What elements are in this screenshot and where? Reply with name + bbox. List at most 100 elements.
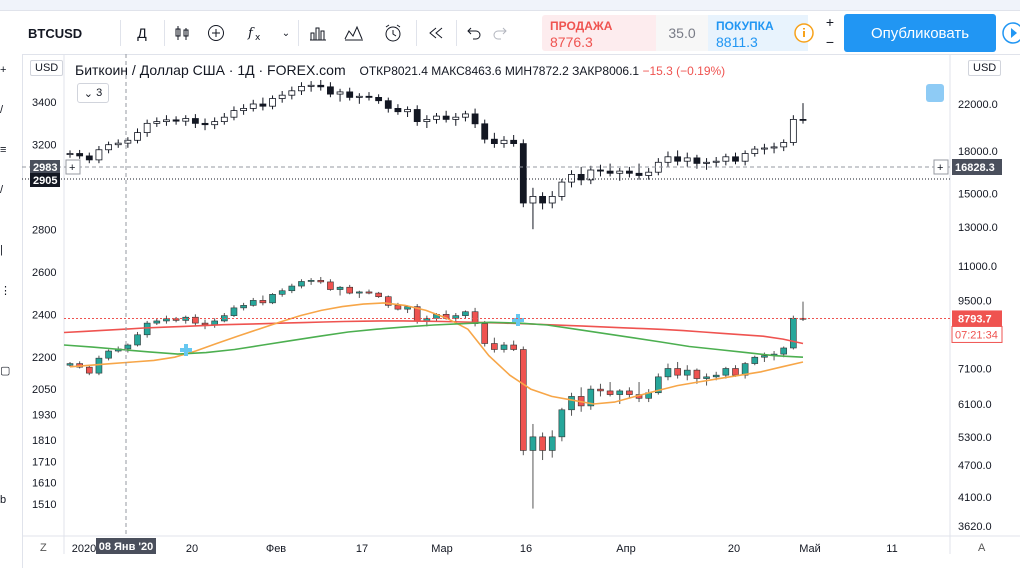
chart-properties-icon[interactable]	[342, 20, 366, 46]
candle-body	[105, 350, 112, 359]
candle-body	[626, 390, 633, 395]
secondary-body	[134, 132, 141, 141]
right-axis-tick-label: 3620.0	[958, 521, 992, 533]
secondary-body	[355, 95, 363, 98]
candle-body	[606, 390, 614, 395]
secondary-body	[490, 138, 498, 144]
browser-strip	[0, 0, 1020, 11]
right-axis-tick-label: 18000.0	[958, 146, 998, 158]
candle-body	[269, 294, 276, 304]
svg-text:f: f	[247, 26, 255, 41]
fib-tool-icon[interactable]: ≡	[0, 144, 7, 156]
secondary-body	[85, 155, 93, 161]
right-cursor-badge	[952, 159, 1002, 175]
left-axis-tick-label: 1930	[32, 410, 56, 422]
left-axis-tick-label: 3400	[32, 97, 56, 109]
chart-canvas[interactable]: 22000.0 18000.0 15000.0 13000.0 11000.0 9500.…	[0, 54, 1020, 568]
svg-text:x: x	[255, 33, 261, 41]
replay-icon[interactable]	[424, 20, 448, 46]
cross-marker	[180, 344, 192, 356]
right-currency-label[interactable]: USD	[968, 60, 1002, 76]
plus-icon[interactable]: +	[825, 14, 835, 30]
candle-body	[597, 388, 604, 392]
secondary-body	[789, 119, 797, 143]
sell-price: 8776.3	[550, 34, 593, 50]
secondary-body	[674, 156, 682, 162]
candle-body	[510, 344, 517, 350]
legend-title: Биткоин / Доллар США · 1Д · FOREX.com	[75, 62, 346, 78]
candle-body	[780, 347, 788, 355]
right-axis-tick-label: 15000.0	[958, 189, 998, 201]
secondary-body	[452, 116, 460, 120]
left-axis-tick-label: 1710	[32, 456, 56, 468]
secondary-body	[539, 195, 546, 204]
redo-icon[interactable]	[488, 20, 512, 46]
compare-add-icon[interactable]	[204, 20, 228, 46]
symbol-search-button[interactable]: BTCUSD	[28, 25, 83, 41]
candle-body	[664, 368, 672, 378]
pattern-tool-icon[interactable]: /	[0, 184, 4, 196]
secondary-body	[384, 100, 392, 109]
measure-tool-icon[interactable]: ⋮	[0, 285, 11, 297]
candle-body	[558, 409, 566, 438]
left-cursor-badge	[30, 160, 60, 174]
undo-icon[interactable]	[462, 20, 486, 46]
minus-icon[interactable]: −	[825, 34, 835, 50]
buy-button[interactable]: ПОКУПКА 8811.3	[708, 15, 808, 51]
ma-red-line	[63, 320, 804, 345]
right-axis-tick-label: 7100.0	[958, 363, 992, 375]
left-cursor-badge-2	[30, 173, 60, 187]
secondary-body	[683, 157, 691, 162]
candle-body	[655, 376, 662, 394]
candle-body	[587, 388, 595, 407]
alert-clock-icon[interactable]	[380, 20, 406, 46]
magnet-tool-icon[interactable]: ▢	[0, 365, 11, 377]
secondary-body	[114, 142, 122, 146]
secondary-body	[201, 122, 209, 126]
secondary-body	[269, 98, 276, 107]
publish-button[interactable]: Опубликовать	[844, 14, 996, 52]
secondary-body	[442, 115, 450, 120]
brush-tool-icon[interactable]: |	[0, 244, 3, 256]
time-axis-label: Фев	[266, 543, 286, 555]
secondary-body	[471, 113, 479, 125]
secondary-body	[519, 143, 527, 204]
lock-tool-icon[interactable]: b	[0, 494, 7, 506]
candle-body	[172, 318, 180, 321]
date-cursor-badge	[96, 538, 156, 554]
candle-body	[298, 281, 305, 287]
secondary-body	[124, 139, 132, 144]
secondary-candles-group	[66, 80, 807, 230]
chevron-down-icon[interactable]: ⌄	[281, 27, 291, 39]
candle-body	[307, 280, 315, 282]
candle-body	[85, 366, 93, 374]
left-axis-tick-label: 1610	[32, 478, 56, 490]
right-axis-tick-label: 6100.0	[958, 399, 992, 411]
right-axis-tick-label: 22000.0	[958, 99, 998, 111]
sell-button[interactable]: ПРОДАЖА 8776.3	[542, 15, 656, 51]
candle-body	[520, 349, 527, 451]
secondary-body	[664, 156, 672, 163]
candle-body	[703, 376, 710, 379]
secondary-body	[625, 170, 633, 174]
secondary-body	[770, 146, 778, 149]
interval-button[interactable]: Д	[137, 25, 147, 41]
trendline-tool-icon[interactable]: /	[0, 104, 4, 116]
play-icon[interactable]	[1000, 20, 1020, 46]
candle-body	[230, 307, 238, 316]
secondary-body	[278, 94, 286, 99]
left-currency-label[interactable]: USD	[30, 60, 64, 76]
secondary-body	[741, 153, 749, 162]
info-icon[interactable]	[792, 20, 816, 46]
time-axis-label: 11	[886, 543, 897, 555]
cursor-tool-icon[interactable]: +	[0, 64, 7, 76]
bars-style-icon[interactable]	[170, 20, 194, 46]
templates-icon[interactable]	[306, 20, 330, 46]
legend-collapse-button[interactable]: ⌄ 3	[77, 83, 109, 103]
secondary-body	[645, 171, 653, 176]
left-axis-tick-label: 1510	[32, 499, 56, 511]
secondary-body	[529, 195, 537, 204]
left-axis-tick-label: 2800	[32, 225, 56, 237]
candle-body	[683, 369, 691, 376]
